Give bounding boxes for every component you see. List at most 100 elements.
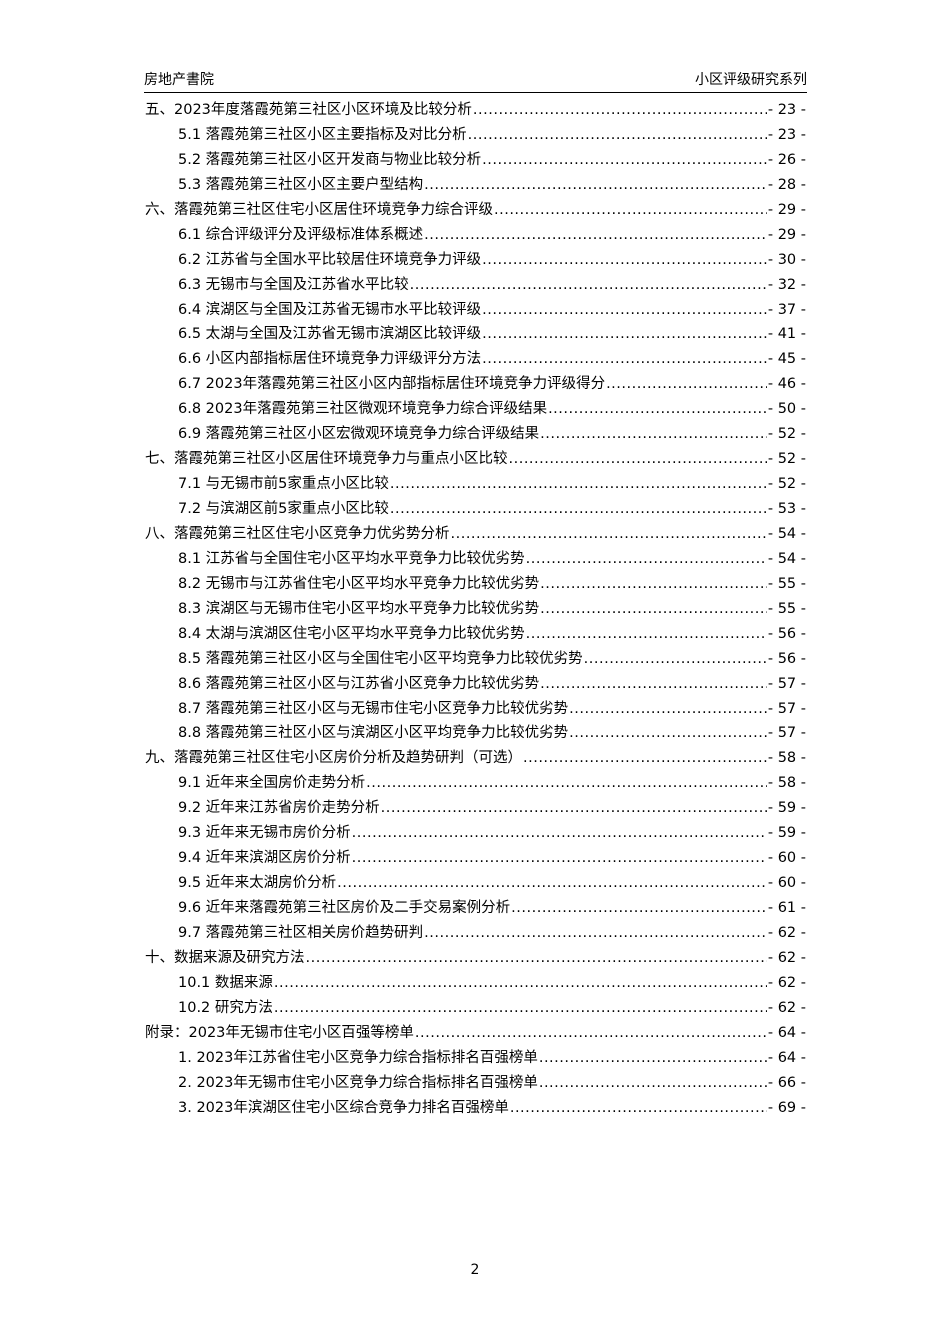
- toc-entry[interactable]: 8.7 落霞苑第三社区小区与无锡市住宅小区竞争力比较优劣势 - 57 -: [145, 697, 806, 722]
- toc-entry[interactable]: 8.3 滨湖区与无锡市住宅小区平均水平竞争力比较优劣势 - 55 -: [145, 597, 806, 622]
- dot-leader: [424, 921, 767, 946]
- toc-entry[interactable]: 九、落霞苑第三社区住宅小区房价分析及趋势研判（可选） - 58 -: [145, 746, 806, 771]
- toc-entry[interactable]: 5.1 落霞苑第三社区小区主要指标及对比分析 - 23 -: [145, 123, 806, 148]
- toc-entry-title: 6.6 小区内部指标居住环境竞争力评级评分方法: [178, 351, 482, 368]
- dot-leader: [482, 148, 767, 173]
- toc-entry[interactable]: 8.8 落霞苑第三社区小区与滨湖区小区平均竞争力比较优劣势 - 57 -: [145, 721, 806, 746]
- toc-entry[interactable]: 6.2 江苏省与全国水平比较居住环境竞争力评级 - 30 -: [145, 248, 806, 273]
- toc-entry[interactable]: 10.1 数据来源 - 62 -: [145, 971, 806, 996]
- dot-leader: [539, 1046, 767, 1071]
- toc-entry[interactable]: 5.3 落霞苑第三社区小区主要户型结构 - 28 -: [145, 173, 806, 198]
- dot-leader: [494, 198, 767, 223]
- toc-entry[interactable]: 六、落霞苑第三社区住宅小区居住环境竞争力综合评级 - 29 -: [145, 198, 806, 223]
- toc-entry-title: 8.8 落霞苑第三社区小区与滨湖区小区平均竞争力比较优劣势: [178, 725, 569, 742]
- toc-entry-page: - 53 -: [767, 501, 806, 517]
- toc-entry[interactable]: 6.9 落霞苑第三社区小区宏微观环境竞争力综合评级结果 - 52 -: [145, 422, 806, 447]
- toc-entry[interactable]: 9.3 近年来无锡市房价分析 - 59 -: [145, 821, 806, 846]
- toc-entry[interactable]: 五、2023年度落霞苑第三社区小区环境及比较分析 - 23 -: [145, 98, 806, 123]
- toc-entry[interactable]: 3. 2023年滨湖区住宅小区综合竞争力排名百强榜单 - 69 -: [145, 1096, 806, 1121]
- toc-entry[interactable]: 6.7 2023年落霞苑第三社区小区内部指标居住环境竞争力评级得分 - 46 -: [145, 372, 806, 397]
- dot-leader: [569, 697, 767, 722]
- toc-entry-page: - 57 -: [767, 700, 806, 717]
- header-left: 房地产書院: [144, 72, 214, 88]
- toc-entry-title: 8.6 落霞苑第三社区小区与江苏省小区竞争力比较优劣势: [178, 675, 540, 692]
- dot-leader: [509, 447, 767, 472]
- toc-entry-title: 10.1 数据来源: [178, 974, 273, 991]
- toc-entry-page: - 45 -: [767, 351, 806, 368]
- toc-entry[interactable]: 9.5 近年来太湖房价分析 - 60 -: [145, 871, 806, 896]
- toc-entry[interactable]: 十、数据来源及研究方法 - 62 -: [145, 946, 806, 971]
- toc-entry-page: - 64 -: [767, 1049, 806, 1066]
- toc-entry[interactable]: 9.6 近年来落霞苑第三社区房价及二手交易案例分析 - 61 -: [145, 896, 806, 921]
- toc-entry[interactable]: 9.7 落霞苑第三社区相关房价趋势研判 - 62 -: [145, 921, 806, 946]
- toc-entry-title: 6.3 无锡市与全国及江苏省水平比较: [178, 276, 409, 293]
- toc-entry[interactable]: 6.6 小区内部指标居住环境竞争力评级评分方法 - 45 -: [145, 347, 806, 372]
- dot-leader: [523, 746, 767, 771]
- dot-leader: [539, 1071, 767, 1096]
- toc-entry[interactable]: 6.1 综合评级评分及评级标准体系概述 - 29 -: [145, 223, 806, 248]
- toc-entry[interactable]: 9.1 近年来全国房价走势分析 - 58 -: [145, 771, 806, 796]
- dot-leader: [482, 347, 767, 372]
- toc-entry-page: - 62 -: [767, 949, 806, 966]
- toc-entry-title: 8.5 落霞苑第三社区小区与全国住宅小区平均竞争力比较优劣势: [178, 650, 583, 667]
- toc-entry-page: - 30 -: [767, 251, 806, 268]
- toc-entry-title: 五、2023年度落霞苑第三社区小区环境及比较分析: [145, 102, 472, 118]
- toc-entry[interactable]: 7.1 与无锡市前5家重点小区比较 - 52 -: [145, 472, 806, 497]
- toc-entry[interactable]: 6.3 无锡市与全国及江苏省水平比较 - 32 -: [145, 273, 806, 298]
- toc-entry[interactable]: 七、落霞苑第三社区小区居住环境竞争力与重点小区比较 - 52 -: [145, 447, 806, 472]
- dot-leader: [511, 896, 767, 921]
- dot-leader: [606, 372, 767, 397]
- toc-entry-page: - 54 -: [767, 550, 806, 567]
- toc-entry-page: - 52 -: [767, 426, 806, 443]
- dot-leader: [337, 871, 767, 896]
- toc-entry-title: 9.1 近年来全国房价走势分析: [178, 775, 366, 792]
- toc-entry[interactable]: 8.6 落霞苑第三社区小区与江苏省小区竞争力比较优劣势 - 57 -: [145, 672, 806, 697]
- dot-leader: [584, 647, 767, 672]
- dot-leader: [390, 472, 767, 497]
- toc-entry[interactable]: 1. 2023年江苏省住宅小区竞争力综合指标排名百强榜单 - 64 -: [145, 1046, 806, 1071]
- toc-entry-page: - 61 -: [767, 900, 806, 916]
- dot-leader: [526, 547, 767, 572]
- table-of-contents: 五、2023年度落霞苑第三社区小区环境及比较分析 - 23 - 5.1 落霞苑第三社…: [145, 98, 806, 1120]
- toc-entry-title: 八、落霞苑第三社区住宅小区竞争力优劣势分析: [145, 525, 450, 542]
- toc-entry[interactable]: 8.2 无锡市与江苏省住宅小区平均水平竞争力比较优劣势 - 55 -: [145, 572, 806, 597]
- toc-entry-page: - 57 -: [767, 725, 806, 742]
- toc-entry[interactable]: 7.2 与滨湖区前5家重点小区比较 - 53 -: [145, 497, 806, 522]
- toc-entry[interactable]: 9.4 近年来滨湖区房价分析 - 60 -: [145, 846, 806, 871]
- dot-leader: [468, 123, 767, 148]
- toc-entry-title: 6.2 江苏省与全国水平比较居住环境竞争力评级: [178, 251, 482, 268]
- toc-entry[interactable]: 2. 2023年无锡市住宅小区竞争力综合指标排名百强榜单 - 66 -: [145, 1071, 806, 1096]
- toc-entry-title: 6.5 太湖与全国及江苏省无锡市滨湖区比较评级: [178, 326, 482, 343]
- toc-entry-title: 六、落霞苑第三社区住宅小区居住环境竞争力综合评级: [145, 201, 493, 218]
- toc-entry[interactable]: 10.2 研究方法 - 62 -: [145, 996, 806, 1021]
- toc-entry[interactable]: 8.4 太湖与滨湖区住宅小区平均水平竞争力比较优劣势 - 56 -: [145, 622, 806, 647]
- toc-entry[interactable]: 6.5 太湖与全国及江苏省无锡市滨湖区比较评级 - 41 -: [145, 322, 806, 347]
- dot-leader: [274, 996, 767, 1021]
- toc-entry-title: 6.9 落霞苑第三社区小区宏微观环境竞争力综合评级结果: [178, 426, 540, 443]
- dot-leader: [540, 572, 767, 597]
- toc-entry-page: - 23 -: [767, 102, 806, 118]
- page-header: 房地产書院 小区评级研究系列: [144, 66, 807, 93]
- toc-entry-title: 3. 2023年滨湖区住宅小区综合竞争力排名百强榜单: [178, 1099, 509, 1116]
- toc-entry[interactable]: 6.8 2023年落霞苑第三社区微观环境竞争力综合评级结果 - 50 -: [145, 397, 806, 422]
- toc-entry-page: - 32 -: [767, 276, 806, 293]
- toc-entry-title: 9.4 近年来滨湖区房价分析: [178, 850, 351, 867]
- toc-entry-page: - 46 -: [767, 376, 806, 393]
- dot-leader: [526, 622, 767, 647]
- dot-leader: [569, 721, 767, 746]
- toc-entry[interactable]: 附录：2023年无锡市住宅小区百强等榜单 - 64 -: [145, 1021, 806, 1046]
- toc-entry[interactable]: 5.2 落霞苑第三社区小区开发商与物业比较分析 - 26 -: [145, 148, 806, 173]
- toc-entry[interactable]: 八、落霞苑第三社区住宅小区竞争力优劣势分析 - 54 -: [145, 522, 806, 547]
- toc-entry-page: - 41 -: [767, 326, 806, 343]
- dot-leader: [424, 223, 767, 248]
- toc-entry-title: 9.2 近年来江苏省房价走势分析: [178, 800, 380, 817]
- toc-entry-title: 十、数据来源及研究方法: [145, 949, 305, 966]
- toc-entry-page: - 58 -: [767, 775, 806, 792]
- toc-entry[interactable]: 8.1 江苏省与全国住宅小区平均水平竞争力比较优劣势 - 54 -: [145, 547, 806, 572]
- toc-entry[interactable]: 8.5 落霞苑第三社区小区与全国住宅小区平均竞争力比较优劣势 - 56 -: [145, 647, 806, 672]
- toc-entry-title: 5.1 落霞苑第三社区小区主要指标及对比分析: [178, 126, 467, 143]
- toc-entry[interactable]: 6.4 滨湖区与全国及江苏省无锡市水平比较评级 - 37 -: [145, 298, 806, 323]
- toc-entry-page: - 59 -: [767, 800, 806, 817]
- toc-entry-page: - 28 -: [767, 176, 806, 193]
- toc-entry[interactable]: 9.2 近年来江苏省房价走势分析 - 59 -: [145, 796, 806, 821]
